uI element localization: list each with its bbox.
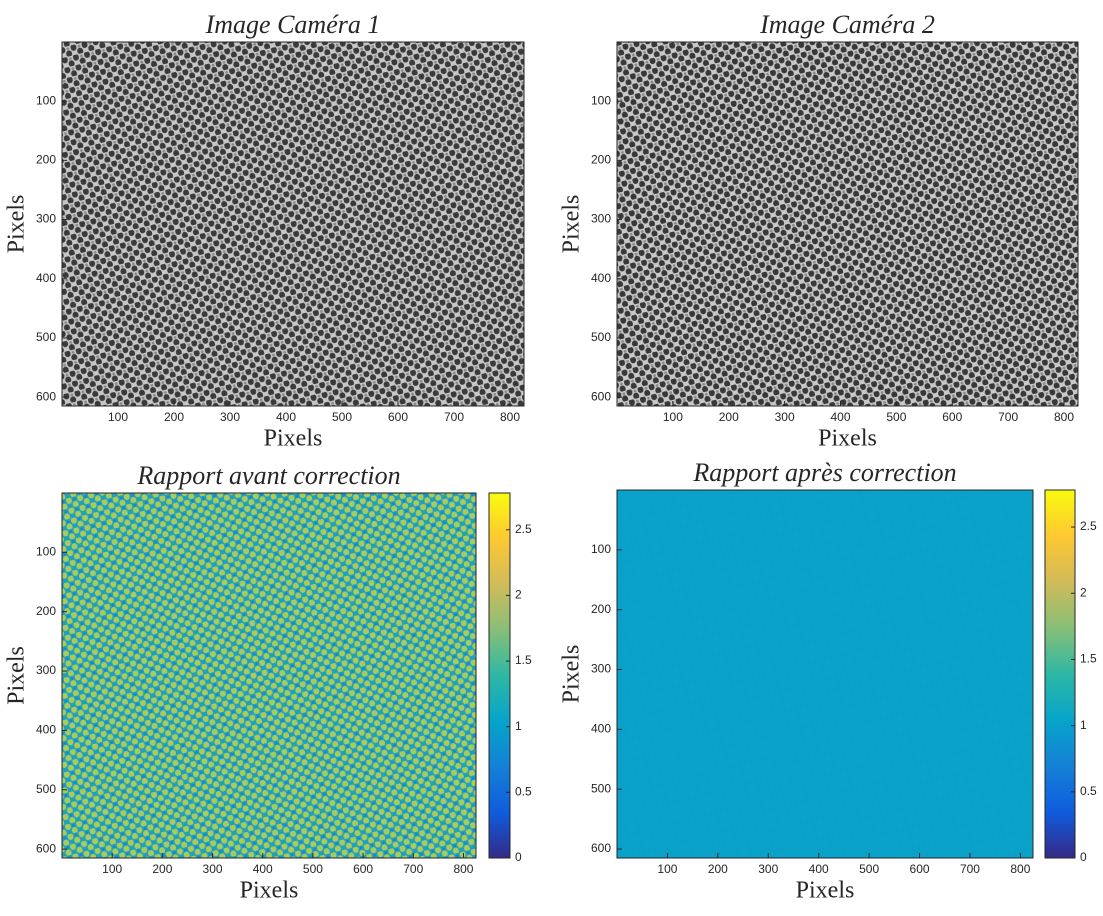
y-tick-label: 100: [36, 545, 56, 559]
image: [62, 493, 476, 858]
panel-title: Rapport après correction: [692, 458, 956, 487]
colorbar-tick-label: 0.5: [1080, 784, 1097, 798]
x-tick-label: 500: [332, 410, 352, 424]
x-tick-label: 800: [453, 862, 473, 876]
y-tick-label: 500: [36, 330, 56, 344]
colorbar-tick-label: 0: [515, 850, 522, 864]
x-axis-label: Pixels: [796, 878, 855, 904]
y-axis-label: Pixels: [559, 645, 585, 704]
colorbar-tick-label: 1.5: [515, 653, 532, 667]
y-tick-label: 200: [591, 602, 611, 616]
colorbar-tick-label: 2: [515, 588, 522, 602]
x-tick-label: 800: [500, 410, 520, 424]
colorbar-tick-label: 1: [515, 719, 522, 733]
y-tick-label: 100: [591, 542, 611, 556]
y-tick-label: 500: [591, 781, 611, 795]
y-tick-label: 300: [36, 212, 56, 226]
y-tick-label: 400: [591, 271, 611, 285]
y-tick-label: 100: [36, 93, 56, 107]
x-tick-label: 100: [102, 862, 122, 876]
axes-box: [616, 489, 1034, 859]
y-tick-label: 200: [36, 153, 56, 167]
colorbar-tick-label: 0.5: [515, 785, 532, 799]
x-tick-label: 500: [303, 862, 323, 876]
axes-box: [61, 41, 525, 407]
y-tick-label: 500: [36, 782, 56, 796]
x-axis-label: Pixels: [240, 878, 299, 904]
x-tick-label: 400: [830, 410, 850, 424]
colorbar-tick-label: 2: [1080, 585, 1087, 599]
x-tick-label: 700: [960, 862, 980, 876]
panel-title: Rapport avant correction: [136, 461, 400, 490]
x-tick-label: 400: [253, 862, 273, 876]
x-tick-label: 700: [444, 410, 464, 424]
y-tick-label: 200: [36, 604, 56, 618]
y-tick-label: 300: [591, 212, 611, 226]
colorbar: [488, 492, 511, 859]
x-tick-label: 400: [276, 410, 296, 424]
colorbar-tick-label: 2.5: [1080, 519, 1097, 533]
x-tick-label: 600: [353, 862, 373, 876]
x-tick-label: 400: [809, 862, 829, 876]
x-tick-label: 800: [1010, 862, 1030, 876]
y-tick-label: 300: [36, 663, 56, 677]
x-tick-label: 700: [998, 410, 1018, 424]
y-tick-label: 300: [591, 662, 611, 676]
y-axis-label: Pixels: [4, 195, 30, 254]
x-tick-label: 500: [859, 862, 879, 876]
y-tick-label: 600: [36, 841, 56, 855]
y-tick-label: 400: [591, 722, 611, 736]
colorbar-tick-label: 1: [1080, 718, 1087, 732]
x-axis-label: Pixels: [818, 426, 877, 452]
x-tick-label: 500: [886, 410, 906, 424]
x-tick-label: 100: [657, 862, 677, 876]
x-tick-label: 100: [108, 410, 128, 424]
colorbar-tick-label: 0: [1080, 850, 1087, 864]
x-tick-label: 300: [203, 862, 223, 876]
x-tick-label: 200: [164, 410, 184, 424]
y-tick-label: 600: [591, 389, 611, 403]
x-tick-label: 800: [1054, 410, 1074, 424]
x-tick-label: 200: [708, 862, 728, 876]
x-tick-label: 200: [152, 862, 172, 876]
colorbar: [1044, 489, 1076, 859]
colorbar-tick-label: 1.5: [1080, 652, 1097, 666]
image: [617, 42, 1078, 406]
x-tick-label: 200: [719, 410, 739, 424]
y-tick-label: 600: [36, 389, 56, 403]
x-tick-label: 300: [220, 410, 240, 424]
colorbar-tick-label: 2.5: [515, 522, 532, 536]
x-tick-label: 300: [775, 410, 795, 424]
y-axis-label: Pixels: [559, 195, 585, 254]
x-tick-label: 300: [758, 862, 778, 876]
image: [62, 42, 524, 406]
panel-title: Image Caméra 1: [205, 10, 381, 39]
axes-box: [61, 492, 477, 859]
axes-box: [616, 41, 1079, 407]
y-tick-label: 200: [591, 153, 611, 167]
panel-title: Image Caméra 2: [759, 10, 935, 39]
image: [617, 490, 1033, 858]
y-tick-label: 100: [591, 93, 611, 107]
y-tick-label: 400: [36, 271, 56, 285]
y-tick-label: 500: [591, 330, 611, 344]
y-axis-label: Pixels: [4, 646, 30, 705]
x-tick-label: 100: [663, 410, 683, 424]
x-tick-label: 600: [910, 862, 930, 876]
x-tick-label: 700: [403, 862, 423, 876]
x-tick-label: 600: [388, 410, 408, 424]
y-tick-label: 400: [36, 723, 56, 737]
y-tick-label: 600: [591, 841, 611, 855]
x-axis-label: Pixels: [264, 426, 323, 452]
x-tick-label: 600: [942, 410, 962, 424]
